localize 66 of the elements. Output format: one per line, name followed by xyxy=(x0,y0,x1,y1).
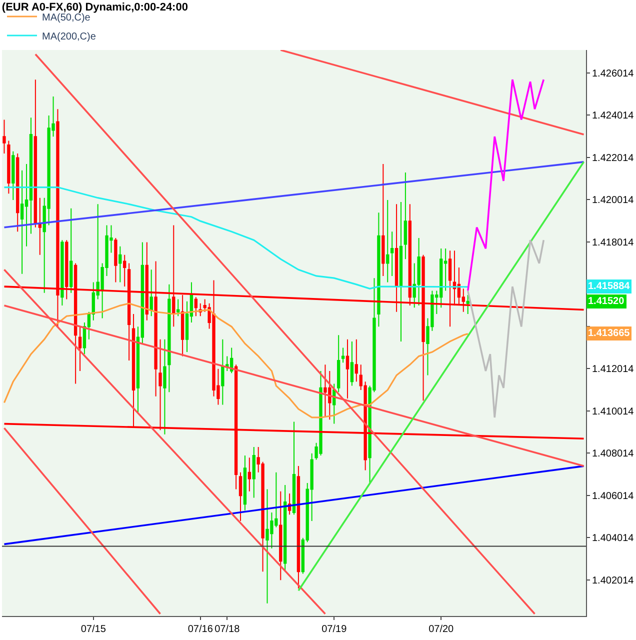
candlestick xyxy=(243,454,247,511)
candlestick xyxy=(60,240,64,306)
text: 1.415884 xyxy=(588,281,630,292)
line-series xyxy=(3,186,469,290)
y-tick-label: 1.404014 xyxy=(592,533,634,544)
x-tick-label: 07/16 xyxy=(188,624,214,635)
candlestick xyxy=(150,269,153,317)
candlestick xyxy=(377,212,380,328)
candlestick xyxy=(346,338,350,399)
candlestick xyxy=(34,79,38,228)
legend-label: MA(200,C)e xyxy=(42,31,96,42)
candlestick xyxy=(382,164,385,276)
candlestick xyxy=(70,208,73,294)
candlestick xyxy=(16,152,20,232)
candlestick xyxy=(221,338,224,406)
candlestick xyxy=(194,296,198,317)
candlestick xyxy=(354,338,358,382)
candlestick xyxy=(279,490,282,581)
text: 1.413665 xyxy=(588,328,630,339)
y-tick-label: 1.422014 xyxy=(592,152,634,164)
x-tick-label: 07/20 xyxy=(428,624,454,635)
candlestick xyxy=(38,197,42,256)
candlestick xyxy=(176,298,180,317)
y-tick-label: 1.402014 xyxy=(592,575,634,586)
candlestick xyxy=(7,140,10,194)
candlestick xyxy=(350,340,354,386)
candlestick xyxy=(12,150,15,200)
candlestick xyxy=(252,446,256,498)
candlestick xyxy=(296,466,300,590)
text: 1.41520 xyxy=(588,296,624,307)
x-tick-label: 07/19 xyxy=(322,624,348,635)
candlestick xyxy=(248,457,252,492)
candlestick xyxy=(404,172,408,260)
x-tick-label: 07/15 xyxy=(80,624,106,635)
x-tick-label: 07/18 xyxy=(214,624,240,635)
y-tick-label: 1.424014 xyxy=(592,110,634,122)
candlestick xyxy=(466,294,470,314)
y-tick-label: 1.418014 xyxy=(592,237,634,248)
y-tick-label: 1.408014 xyxy=(592,448,634,460)
y-tick-label: 1.410014 xyxy=(592,406,634,418)
y-tick-label: 1.426014 xyxy=(592,68,634,80)
line-series xyxy=(3,302,469,418)
candlestick xyxy=(118,246,122,283)
candlestick xyxy=(332,383,336,424)
candlestick xyxy=(390,231,394,276)
candlestick xyxy=(399,202,403,342)
candlestick xyxy=(336,334,340,393)
legend-label: MA(50,C)e xyxy=(42,12,91,24)
candlestick xyxy=(168,284,171,393)
candlestick xyxy=(163,338,166,435)
candlestick xyxy=(123,254,126,288)
candlestick xyxy=(114,237,118,283)
chart-title: (EUR A0-FX,60) Dynamic,0:00-24:00 xyxy=(2,2,188,14)
y-tick-label: 1.406014 xyxy=(592,490,634,502)
y-tick-label: 1.412014 xyxy=(592,364,634,376)
candlestick xyxy=(386,199,390,283)
candlestick xyxy=(417,237,420,306)
line-series xyxy=(466,239,545,418)
candlestick xyxy=(238,472,242,522)
candlestick xyxy=(78,326,82,372)
candlestick xyxy=(341,347,345,364)
line-series xyxy=(466,78,545,292)
y-tick-label: 1.420014 xyxy=(592,195,634,206)
candlestick xyxy=(283,484,287,572)
candlestick xyxy=(2,119,6,154)
candlestick xyxy=(292,421,296,516)
